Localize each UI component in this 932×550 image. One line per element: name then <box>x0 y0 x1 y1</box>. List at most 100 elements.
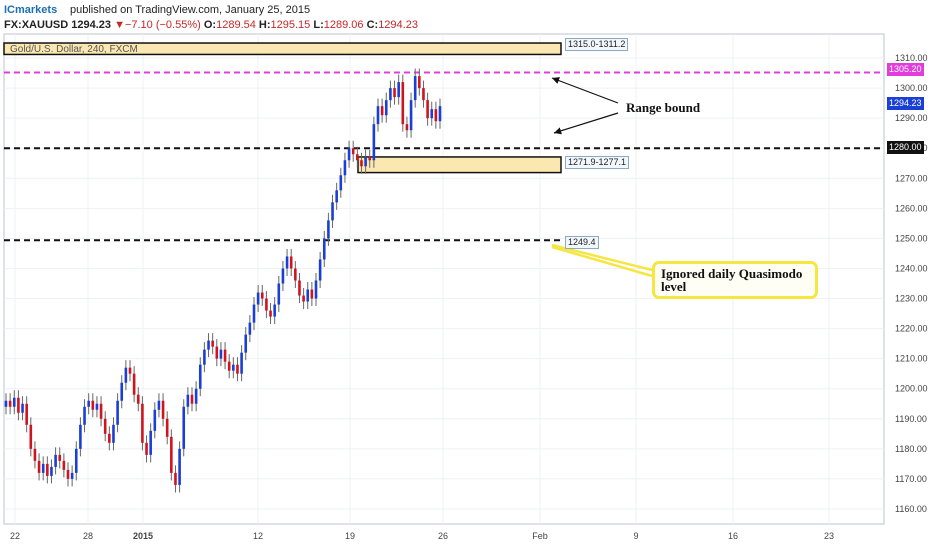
brand-name[interactable]: ICmarkets <box>4 4 58 16</box>
candle-body <box>413 76 417 101</box>
level-1249-label: 1249.4 <box>565 236 599 249</box>
candle-body <box>203 349 206 365</box>
quote-line: FX:XAUUSD 1294.23 ▼−7.10 (−0.55%) O:1289… <box>4 19 418 31</box>
candle-body <box>405 124 409 131</box>
candle-body <box>186 394 190 407</box>
candle-body <box>219 349 223 359</box>
candle-body <box>248 322 252 335</box>
change-value: −7.10 (−0.55%) <box>124 19 201 31</box>
candle-body <box>108 433 111 443</box>
candle-body <box>389 88 392 101</box>
high-label: H: <box>258 19 271 31</box>
candle-body <box>182 406 186 449</box>
candle-body <box>409 100 413 131</box>
y-tick-label: 1300.00 <box>895 83 928 93</box>
zone-bottom-label: 1271.9-1277.1 <box>565 156 630 169</box>
candle-body <box>260 292 264 299</box>
candle-body <box>153 409 157 431</box>
candle-body <box>430 109 434 119</box>
open-label: O: <box>203 19 217 31</box>
x-tick-label: 16 <box>728 531 738 541</box>
candle-body <box>124 367 128 383</box>
candle-body <box>215 346 219 359</box>
candle-body <box>384 100 388 116</box>
candle-body <box>298 280 301 296</box>
levels <box>4 71 884 242</box>
candle-body <box>273 304 276 317</box>
supply-demand-zone <box>3 42 562 56</box>
candle-body <box>351 148 355 155</box>
candle-body <box>50 466 53 476</box>
y-tick-label: 1200.00 <box>895 384 928 394</box>
candle-body <box>157 400 161 410</box>
candle-body <box>91 400 95 410</box>
candle-body <box>223 349 227 362</box>
candle-body <box>331 202 334 221</box>
x-tick-label: 2015 <box>133 531 153 541</box>
y-tick-label: 1260.00 <box>895 203 928 213</box>
candle-body <box>95 403 99 410</box>
y-axis: 1160.00 1170.00 1180.00 1190.00 1200.00 1210.… <box>895 53 928 514</box>
arrow-range-up <box>551 77 619 104</box>
range-bound-callout: Range bound <box>626 100 701 115</box>
low-value: 1289.06 <box>323 19 364 31</box>
candle-body <box>141 403 144 443</box>
callout-pointer-2 <box>551 245 653 278</box>
candle-body <box>83 406 86 425</box>
y-tick-label: 1230.00 <box>895 294 928 304</box>
candle-body <box>170 436 173 473</box>
publish-info: published on TradingView.com, January 25… <box>70 4 311 16</box>
candle-body <box>314 280 318 299</box>
candle-body <box>194 388 198 404</box>
candle-body <box>277 283 281 305</box>
candle-body <box>4 400 8 407</box>
high-value: 1295.15 <box>270 19 311 31</box>
candle-body <box>79 424 82 449</box>
candle-body <box>99 403 103 419</box>
candle-body <box>66 469 70 479</box>
header: ICmarkets published on TradingView.com, … <box>0 0 932 34</box>
x-tick-label: 12 <box>253 531 263 541</box>
low-label: L: <box>313 19 324 31</box>
close-label: C: <box>366 19 379 31</box>
chart-title: Gold/U.S. Dollar, 240, FXCM <box>10 44 138 55</box>
black-price-tag: 1280.00 <box>887 141 924 154</box>
candle-body <box>269 310 272 317</box>
candle-body <box>438 106 442 122</box>
candle-body <box>161 400 165 419</box>
candle-body <box>322 238 326 260</box>
last-price: 1294.23 <box>71 19 111 31</box>
callout-pointer-1 <box>551 243 653 272</box>
candle-body <box>136 394 140 404</box>
candle-body <box>33 448 37 461</box>
candle-body <box>70 472 74 479</box>
y-tick-label: 1250.00 <box>895 233 928 243</box>
candle-body <box>116 400 119 425</box>
candle-body <box>393 88 396 98</box>
candle-body <box>74 448 78 473</box>
magenta-price-tag: 1305.20 <box>887 63 924 76</box>
candle-body <box>376 106 380 125</box>
candle-body <box>327 220 330 239</box>
candle-body <box>198 364 202 389</box>
candle-body <box>368 157 372 161</box>
candle-body <box>25 403 28 425</box>
candle-body <box>256 292 260 305</box>
x-tick-label: 22 <box>10 531 20 541</box>
y-tick-label: 1220.00 <box>895 324 928 334</box>
candle-body <box>306 289 310 302</box>
candle-body <box>310 289 314 299</box>
candle-body <box>58 454 62 461</box>
candle-body <box>207 340 210 350</box>
candle-body <box>302 295 305 302</box>
candle-body <box>103 418 107 434</box>
y-tick-label: 1210.00 <box>895 354 928 364</box>
candle-body <box>17 397 20 413</box>
change-arrow-icon: ▼ <box>114 19 125 31</box>
arrow-range-down <box>553 112 619 135</box>
candle-body <box>380 106 384 116</box>
close-value: 1294.23 <box>378 19 418 31</box>
candle-body <box>37 460 41 473</box>
candle-body <box>12 397 16 407</box>
